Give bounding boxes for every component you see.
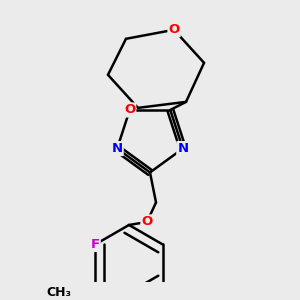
Text: O: O (141, 215, 153, 229)
Text: CH₃: CH₃ (46, 286, 71, 299)
Text: N: N (112, 142, 123, 155)
Text: O: O (168, 23, 180, 36)
Text: F: F (91, 238, 100, 251)
Text: N: N (177, 142, 188, 155)
Text: O: O (124, 103, 135, 116)
